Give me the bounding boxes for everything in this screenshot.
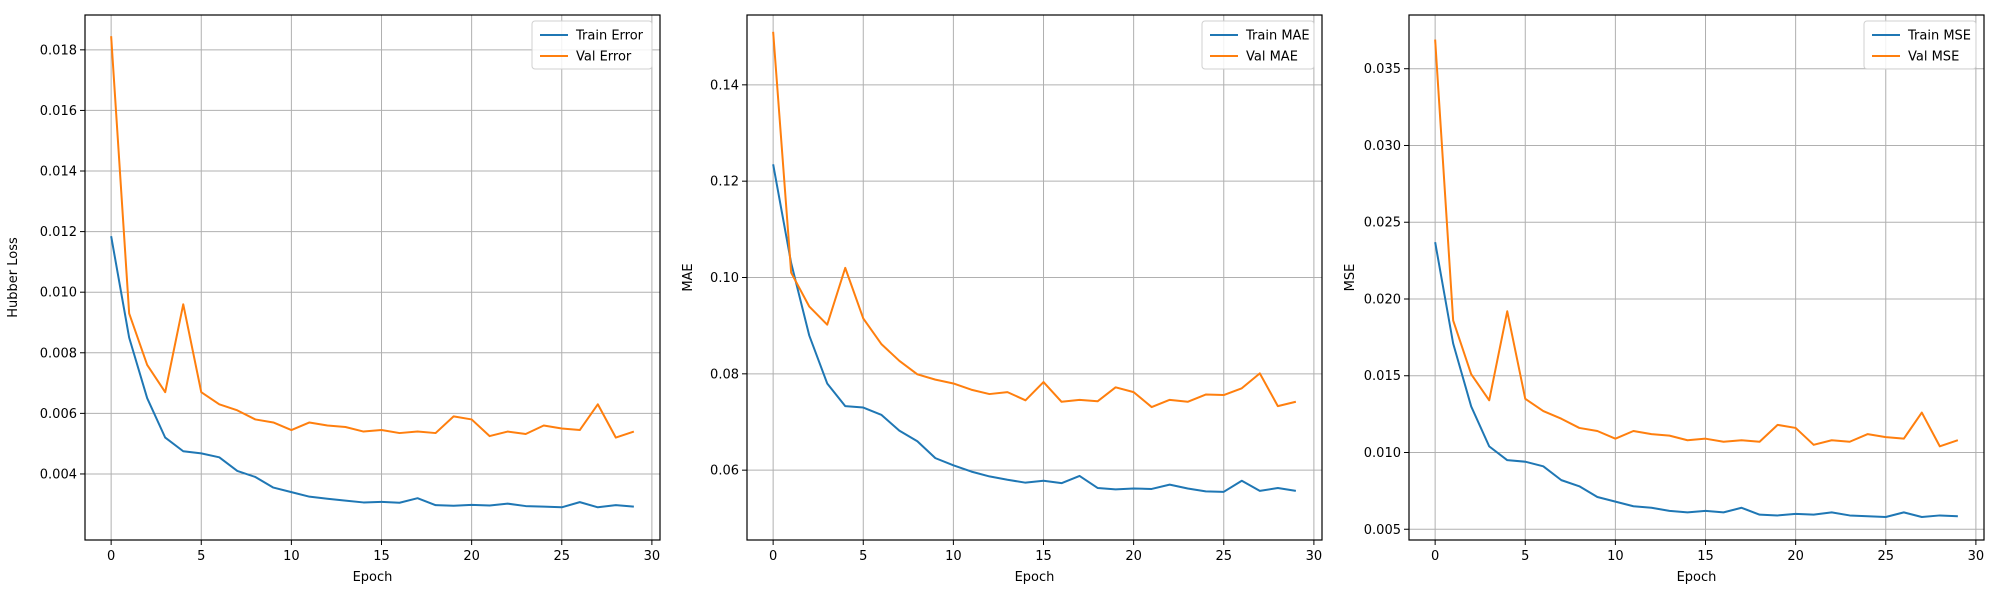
y-tick-label: 0.014	[40, 165, 77, 180]
legend-label: Val MAE	[1246, 50, 1298, 65]
x-tick-label: 20	[1125, 549, 1142, 564]
legend-label: Val Error	[576, 50, 632, 65]
y-tick-label: 0.10	[710, 271, 739, 286]
x-tick-label: 25	[1877, 549, 1894, 564]
legend: Train MSE Val MSE	[1863, 20, 1977, 70]
y-tick-label: 0.008	[40, 346, 77, 361]
chart-panel-2: 0 5 10 15 20 25 30 0.06 0.08 0.10 0.12 0.14 Epoch MAE…	[681, 14, 1323, 585]
y-tick-label: 0.020	[1364, 292, 1401, 307]
x-tick-label: 5	[1521, 549, 1529, 564]
y-axis-label: MSE	[1343, 264, 1358, 292]
axes-frame	[1408, 14, 1985, 541]
x-tick-label: 15	[1697, 549, 1714, 564]
y-tick-label: 0.010	[40, 286, 77, 301]
x-tick-label: 0	[107, 549, 115, 564]
x-tick-label: 0	[1431, 549, 1439, 564]
x-tick-label: 25	[1215, 549, 1232, 564]
y-tick-label: 0.030	[1364, 139, 1401, 154]
y-tick-label: 0.08	[710, 367, 739, 382]
legend-label: Train MSE	[1907, 29, 1971, 44]
x-tick-label: 15	[1035, 549, 1052, 564]
y-tick-label: 0.016	[40, 104, 77, 119]
y-tick-label: 0.06	[710, 464, 739, 479]
y-tick-label: 0.004	[40, 467, 77, 482]
x-axis-label: Epoch	[1677, 570, 1717, 585]
y-tick-label: 0.14	[710, 78, 739, 93]
x-tick-label: 5	[859, 549, 867, 564]
x-tick-label: 15	[373, 549, 390, 564]
series-line-val	[1434, 39, 1959, 448]
legend: Train MAE Val MAE	[1201, 20, 1315, 70]
x-tick-label: 30	[644, 549, 661, 564]
x-tick-label: 25	[553, 549, 570, 564]
y-tick-label: 0.010	[1364, 446, 1401, 461]
series-line-val	[110, 36, 635, 439]
series-line-train	[110, 235, 634, 509]
y-tick-label: 0.006	[40, 407, 77, 422]
x-tick-label: 10	[1607, 549, 1624, 564]
series-line-train	[772, 164, 1297, 493]
y-axis-label: Hubber Loss	[6, 237, 21, 318]
y-tick-label: 0.018	[40, 43, 77, 58]
x-tick-label: 5	[197, 549, 205, 564]
series-line-val	[772, 31, 1297, 409]
x-tick-label: 30	[1306, 549, 1323, 564]
x-tick-label: 0	[769, 549, 777, 564]
y-tick-label: 0.005	[1364, 523, 1401, 538]
legend-label: Train Error	[575, 29, 644, 44]
y-axis-label: MAE	[681, 263, 696, 291]
legend: Train Error Val Error	[531, 20, 653, 70]
x-tick-label: 20	[1787, 549, 1804, 564]
x-axis-label: Epoch	[353, 570, 393, 585]
x-axis-label: Epoch	[1015, 570, 1055, 585]
y-tick-label: 0.025	[1364, 216, 1401, 231]
x-tick-label: 30	[1968, 549, 1985, 564]
series-line-train	[1434, 242, 1958, 518]
x-tick-label: 10	[283, 549, 300, 564]
chart-panel-3: 0 5 10 15 20 25 30 0.005 0.010 0.015 0.020 0.025 0.0…	[1343, 14, 1985, 585]
chart-panel-1: 0 5 10 15 20 25 30 0.004 0.006 0.008 0.010 0.012 0.0…	[6, 14, 661, 585]
plot-area	[85, 15, 660, 540]
legend-label: Train MAE	[1245, 29, 1310, 44]
axes-frame	[84, 14, 661, 541]
legend-label: Val MSE	[1908, 50, 1959, 65]
x-tick-label: 20	[463, 549, 480, 564]
y-tick-label: 0.012	[40, 225, 77, 240]
y-tick-label: 0.12	[710, 175, 739, 190]
x-tick-label: 10	[945, 549, 962, 564]
y-tick-label: 0.035	[1364, 62, 1401, 77]
y-tick-label: 0.015	[1364, 369, 1401, 384]
plot-area	[1409, 15, 1984, 540]
